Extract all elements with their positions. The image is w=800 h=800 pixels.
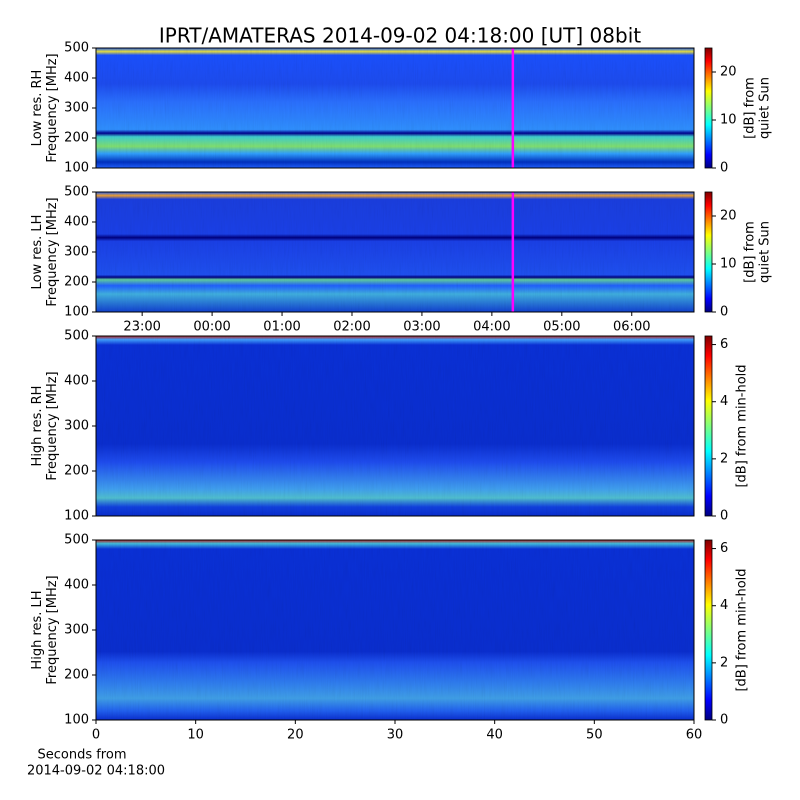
x-tick-label: 30 [387, 728, 404, 743]
colorbar-tick-label: 20 [720, 65, 737, 80]
y-tick-label: 500 [64, 533, 89, 548]
x-tick-label: 03:00 [403, 320, 440, 335]
y-axis-label: Frequency [MHz] [45, 197, 60, 306]
colorbar-label: [dB] from [743, 221, 758, 283]
x-tick-label: 04:00 [473, 320, 510, 335]
colorbar-tick-label: 20 [720, 209, 737, 224]
y-tick-label: 400 [64, 215, 89, 230]
y-tick-label: 100 [64, 509, 89, 524]
x-tick-label: 06:00 [613, 320, 650, 335]
colorbar-label: [dB] from min-hold [735, 568, 750, 691]
x-tick-label: 23:00 [123, 320, 160, 335]
y-tick-label: 100 [64, 713, 89, 728]
colorbar-tick-label: 10 [720, 113, 737, 128]
y-tick-label: 300 [64, 245, 89, 260]
y-axis-label: High res. LH [30, 590, 45, 669]
y-tick-label: 400 [64, 578, 89, 593]
y-tick-label: 400 [64, 71, 89, 86]
colorbar-tick-label: 0 [720, 509, 728, 524]
colorbar-label: [dB] from [743, 77, 758, 139]
y-tick-label: 200 [64, 131, 89, 146]
colorbar-tick-label: 6 [720, 337, 728, 352]
y-tick-label: 100 [64, 161, 89, 176]
colorbar-tick-label: 2 [720, 655, 728, 670]
y-tick-label: 200 [64, 275, 89, 290]
colorbar-tick-label: 4 [720, 598, 728, 613]
y-tick-label: 400 [64, 374, 89, 389]
colorbar-tick-label: 4 [720, 394, 728, 409]
colorbar-tick-label: 0 [720, 713, 728, 728]
colorbar-tick-label: 0 [720, 305, 728, 320]
colorbar-tick-label: 0 [720, 161, 728, 176]
x-tick-label: 60 [686, 728, 703, 743]
colorbar-tick-label: 6 [720, 541, 728, 556]
colorbar-label: [dB] from min-hold [735, 364, 750, 487]
spectrogram-texture [96, 336, 694, 516]
y-axis-label: Low res. RH [30, 70, 45, 147]
y-tick-label: 500 [64, 185, 89, 200]
x-tick-label: 0 [92, 728, 100, 743]
y-tick-label: 300 [64, 623, 89, 638]
spectrogram-texture [96, 48, 694, 168]
spectrogram-texture [96, 540, 694, 720]
colorbar [704, 47, 713, 169]
y-axis-label: Frequency [MHz] [45, 53, 60, 162]
y-axis-label: Frequency [MHz] [45, 371, 60, 480]
y-axis-label: High res. RH [30, 386, 45, 467]
x-tick-label: 00:00 [193, 320, 230, 335]
colorbar [704, 335, 713, 517]
colorbar-tick-label: 2 [720, 451, 728, 466]
x-tick-label: 01:00 [263, 320, 300, 335]
y-axis-label: Frequency [MHz] [45, 575, 60, 684]
colorbar-label: quiet Sun [758, 221, 773, 283]
x-tick-label: 05:00 [543, 320, 580, 335]
colorbar-label: quiet Sun [758, 77, 773, 139]
x-tick-label: 10 [187, 728, 204, 743]
x-tick-label: 50 [586, 728, 603, 743]
x-axis-label: Seconds from [37, 748, 126, 763]
figure-title: IPRT/AMATERAS 2014-09-02 04:18:00 [UT] 0… [159, 24, 641, 48]
y-tick-label: 100 [64, 305, 89, 320]
colorbar [704, 191, 713, 313]
colorbar [704, 539, 713, 721]
colorbar-tick-label: 10 [720, 257, 737, 272]
x-tick-label: 40 [486, 728, 503, 743]
x-tick-label: 02:00 [333, 320, 370, 335]
y-tick-label: 300 [64, 101, 89, 116]
y-tick-label: 500 [64, 329, 89, 344]
y-tick-label: 200 [64, 668, 89, 683]
y-axis-label: Low res. LH [30, 215, 45, 290]
x-axis-label: 2014-09-02 04:18:00 [27, 764, 165, 779]
y-tick-label: 200 [64, 464, 89, 479]
spectrogram-texture [96, 192, 694, 312]
y-tick-label: 500 [64, 41, 89, 56]
y-tick-label: 300 [64, 419, 89, 434]
x-tick-label: 20 [287, 728, 304, 743]
